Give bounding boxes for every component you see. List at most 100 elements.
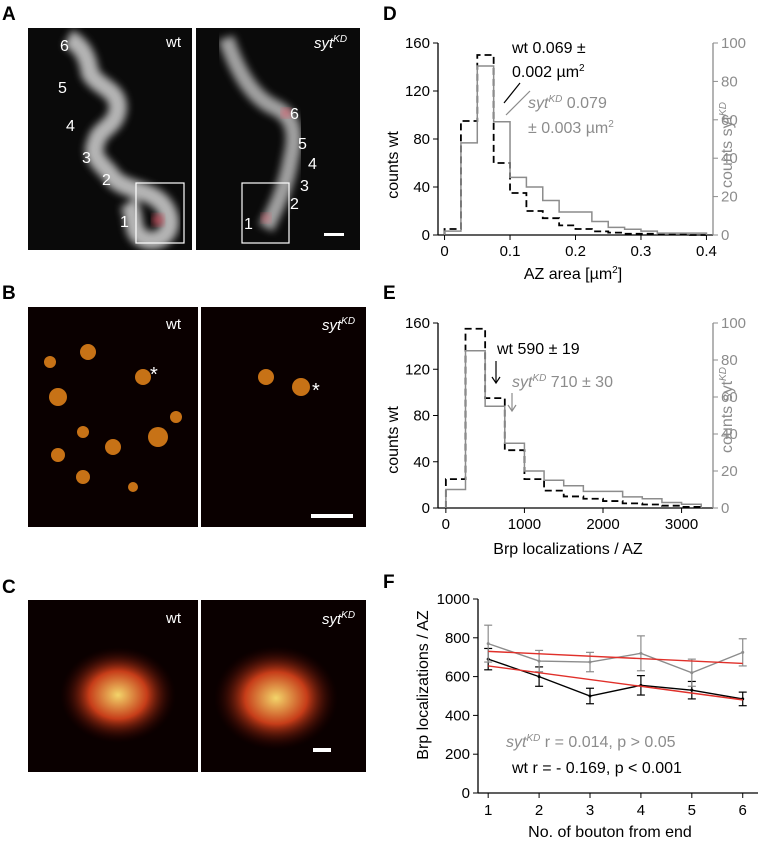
- histogram-series-wt: [443, 54, 707, 236]
- x-tick-label: 1: [484, 802, 492, 819]
- annotation-kd-line1: sytKD 0.079: [528, 94, 607, 112]
- y-tick-label-right: 40: [721, 426, 738, 443]
- y-tick-label-left: 120: [405, 83, 430, 100]
- data-point: [639, 651, 643, 655]
- x-axis-label: No. of bouton from end: [528, 824, 692, 841]
- bouton-chain-kd: [218, 35, 344, 244]
- axes-d: 0 40 80 120 160 0 20 40 60 80 100 0 0.1 0.2 0.3 0.4: [405, 35, 746, 260]
- x-tick-label: 1000: [508, 516, 541, 533]
- data-point: [537, 659, 541, 663]
- confocal-image-wt: [28, 28, 192, 250]
- y-tick-label: 1000: [437, 591, 470, 608]
- histogram-series-kd: [443, 65, 708, 235]
- bouton-number: 4: [308, 156, 317, 173]
- x-tick-label: 3000: [665, 516, 698, 533]
- bouton-number: 3: [82, 150, 91, 167]
- x-tick-label: 4: [637, 802, 645, 819]
- panel-letter-b: B: [2, 283, 16, 304]
- sted-image-kd: [201, 307, 366, 527]
- y-tick-label: 600: [445, 669, 470, 686]
- y-tick-label-right: 100: [721, 35, 746, 52]
- data-point: [537, 675, 541, 679]
- y-tick-label: 200: [445, 746, 470, 763]
- y-tick-label-left: 160: [405, 315, 430, 332]
- y-tick-label: 800: [445, 630, 470, 647]
- y-axis-label-right: counts sytKD: [718, 102, 736, 188]
- x-tick-label: 0.3: [631, 243, 652, 260]
- sted-image-wt: [28, 307, 198, 527]
- az-clusters-kd: [258, 369, 353, 518]
- data-point: [741, 650, 745, 654]
- series-e: [444, 327, 703, 508]
- line-chart-f: 0 200 400 600 800 1000 1 2 3 4 5 6 Brp localization…: [415, 591, 758, 841]
- bouton-number: 1: [120, 214, 129, 231]
- y-tick-label-left: 0: [422, 500, 430, 517]
- x-tick-label: 3: [586, 802, 594, 819]
- y-axis-label-left: counts wt: [385, 131, 402, 199]
- y-tick-label-right: 40: [721, 150, 738, 167]
- y-tick-label-right: 80: [721, 73, 738, 90]
- line-series-wt: [487, 658, 743, 700]
- y-tick-label: 400: [445, 707, 470, 724]
- x-axis-label: AZ area [µm2]: [524, 265, 622, 283]
- panel-letter-a: A: [2, 4, 16, 25]
- image-label-kd: sytKD: [314, 34, 348, 52]
- bouton-number: 1: [244, 216, 253, 233]
- y-tick-label: 0: [462, 785, 470, 802]
- bouton-number: 3: [300, 178, 309, 195]
- asterisk-marker: *: [150, 364, 158, 386]
- annotation-kd: sytKD 710 ± 30: [512, 373, 613, 391]
- annotation-kd-line2: ± 0.003 µm2: [528, 119, 614, 137]
- az-clusters-wt: [44, 344, 182, 492]
- x-tick-label: 0: [442, 516, 450, 533]
- x-tick-label: 2: [535, 802, 543, 819]
- y-tick-label-left: 80: [413, 131, 430, 148]
- annotation-wt: wt r = - 0.169, p < 0.001: [511, 760, 682, 777]
- bouton-number: 2: [290, 196, 299, 213]
- image-label-kd: sytKD: [322, 610, 356, 628]
- sted-zoom-kd: [201, 600, 366, 772]
- y-tick-label-right: 20: [721, 189, 738, 206]
- x-tick-label: 0.4: [696, 243, 717, 260]
- image-label-wt: wt: [166, 34, 181, 51]
- y-tick-label-left: 160: [405, 35, 430, 52]
- annotation-wt-line2: 0.002 µm2: [512, 63, 585, 81]
- bouton-number: 5: [58, 80, 67, 97]
- x-tick-label: 2000: [586, 516, 619, 533]
- x-tick-label: 6: [739, 802, 747, 819]
- data-point: [486, 642, 490, 646]
- regression-line: [488, 650, 743, 665]
- bouton-number: 6: [290, 106, 299, 123]
- y-tick-label-left: 120: [405, 361, 430, 378]
- panel-letter-c: C: [2, 577, 16, 598]
- arrow-wt: [503, 82, 521, 104]
- y-tick-label-right: 80: [721, 352, 738, 369]
- image-label-wt: wt: [166, 316, 181, 333]
- y-tick-label-right: 100: [721, 315, 746, 332]
- arrowhead-kd: [507, 404, 517, 413]
- y-tick-label-right: 20: [721, 463, 738, 480]
- histogram-series-kd: [445, 350, 702, 508]
- series-d: [443, 54, 708, 236]
- data-point: [690, 688, 694, 692]
- y-axis-label-right: counts sytKD: [718, 367, 736, 453]
- x-tick-label: 0.1: [500, 243, 521, 260]
- x-axis-label: Brp localizations / AZ: [493, 541, 643, 558]
- bouton-number: 4: [66, 118, 75, 135]
- y-tick-label-left: 40: [413, 179, 430, 196]
- series-f: [484, 624, 747, 707]
- az-zoom-wt: [60, 647, 176, 743]
- panel-letter-f: F: [383, 572, 395, 593]
- histogram-d: 0 40 80 120 160 0 20 40 60 80 100 0 0.1 0.2 0.3 0.4 cou…: [385, 35, 746, 283]
- y-tick-label-left: 0: [422, 227, 430, 244]
- panel-letter-d: D: [383, 4, 397, 25]
- y-tick-label-left: 40: [413, 454, 430, 471]
- y-axis-label-left: counts wt: [385, 406, 402, 474]
- annotation-wt: wt 590 ± 19: [496, 341, 580, 358]
- image-label-kd: sytKD: [322, 316, 356, 334]
- x-tick-label: 5: [688, 802, 696, 819]
- bouton-number: 5: [298, 136, 307, 153]
- y-tick-label-right: 60: [721, 389, 738, 406]
- image-label-wt: wt: [166, 610, 181, 627]
